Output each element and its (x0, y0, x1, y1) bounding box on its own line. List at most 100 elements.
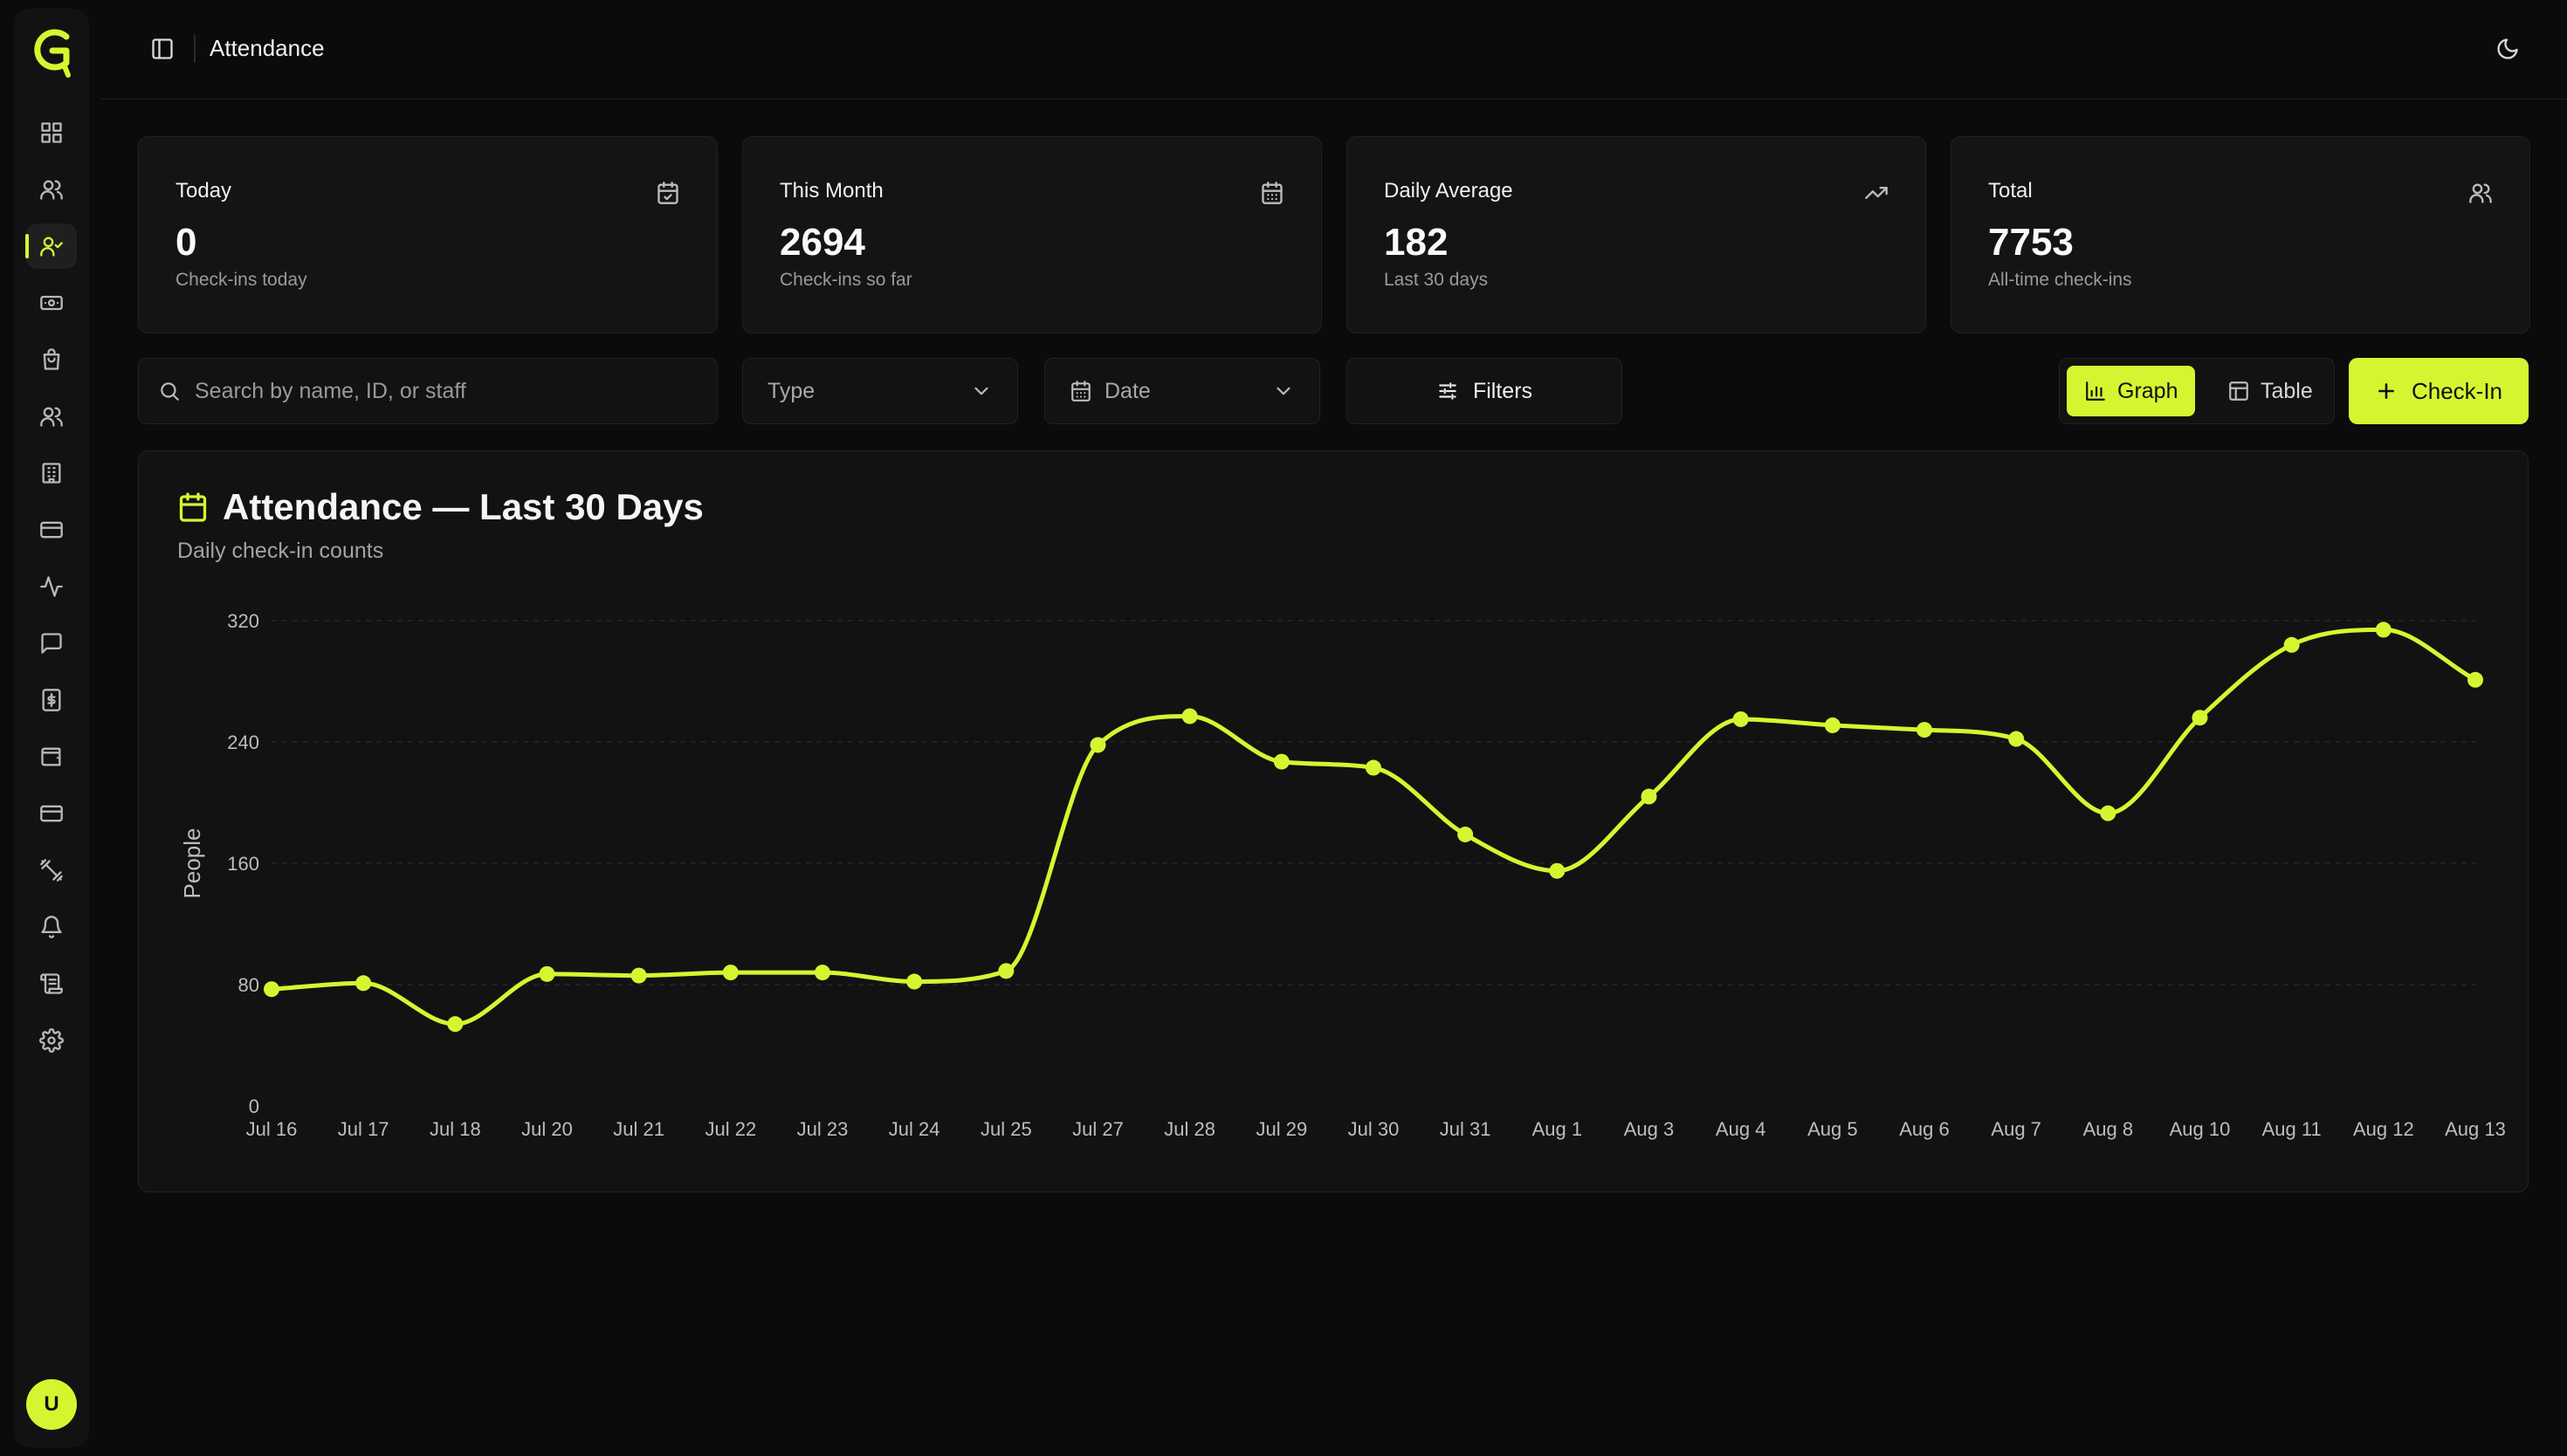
dashboard-icon (41, 122, 62, 143)
nav-settings[interactable] (26, 1018, 77, 1063)
panel-left-icon (152, 38, 173, 59)
stat-label: This Month (780, 179, 884, 203)
nav-memberships[interactable] (26, 507, 77, 553)
bar-chart-icon (2086, 381, 2105, 401)
users-icon (40, 180, 63, 200)
nav-attendance[interactable] (25, 223, 77, 269)
nav-billing[interactable] (26, 677, 77, 723)
credit-card-icon (40, 521, 63, 539)
filters-label: Filters (1472, 378, 1533, 403)
stat-value: 0 (175, 221, 197, 264)
nav-activity[interactable] (26, 564, 77, 609)
nav-wallet[interactable] (26, 734, 77, 780)
logo-icon[interactable] (30, 24, 73, 79)
x-tick-label: Aug 1 (1532, 1118, 1583, 1140)
building-icon (42, 463, 61, 484)
x-tick-label: Jul 17 (338, 1118, 389, 1140)
wallet-icon (41, 747, 61, 766)
nav-cards[interactable] (26, 791, 77, 836)
data-point[interactable] (1457, 826, 1474, 842)
page-title: Attendance (210, 35, 325, 61)
nav-equipment[interactable] (26, 848, 77, 893)
stat-value: 7753 (1988, 221, 2074, 264)
nav-notifications[interactable] (26, 904, 77, 950)
x-tick-label: Jul 31 (1440, 1118, 1491, 1140)
check-in-button[interactable]: Check-In (2349, 358, 2529, 424)
data-point[interactable] (1273, 753, 1290, 770)
y-tick-label: 240 (227, 731, 259, 753)
data-point[interactable] (539, 965, 555, 982)
nav-branches[interactable] (26, 450, 77, 496)
data-point[interactable] (2008, 731, 2025, 747)
x-tick-label: Aug 8 (2083, 1118, 2134, 1140)
x-tick-label: Aug 6 (1899, 1118, 1950, 1140)
search-icon (161, 382, 179, 401)
x-tick-label: Aug 10 (2170, 1118, 2231, 1140)
chevron-down-icon (974, 387, 988, 395)
y-tick-label: 0 (249, 1095, 259, 1117)
bell-icon (41, 916, 62, 938)
avatar[interactable]: U (26, 1379, 77, 1430)
data-point[interactable] (630, 967, 647, 984)
nav-shop[interactable] (26, 337, 77, 382)
data-point[interactable] (1090, 737, 1106, 753)
data-point[interactable] (1366, 759, 1381, 776)
calendar-icon (1071, 381, 1091, 402)
data-point[interactable] (1641, 788, 1657, 805)
data-point[interactable] (2283, 636, 2300, 653)
x-tick-label: Jul 27 (1072, 1118, 1124, 1140)
nav-members[interactable] (26, 167, 77, 212)
data-point[interactable] (1732, 711, 1749, 727)
type-select[interactable]: Type (742, 358, 1018, 424)
x-tick-label: Aug 5 (1807, 1118, 1858, 1140)
series-line (269, 627, 2478, 1027)
x-tick-label: Jul 30 (1348, 1118, 1400, 1140)
table-view-button[interactable]: Table (2210, 366, 2330, 416)
data-point[interactable] (2467, 671, 2483, 688)
stat-caption: Check-ins today (175, 270, 307, 290)
data-point[interactable] (906, 973, 923, 990)
data-point[interactable] (355, 975, 372, 992)
nav-dashboard[interactable] (26, 110, 77, 155)
stat-card-month: This Month 2694 Check-ins so far (742, 136, 1322, 333)
data-point[interactable] (264, 981, 279, 998)
calendar-icon (1260, 181, 1284, 205)
data-point[interactable] (1549, 862, 1566, 879)
data-point[interactable] (447, 1016, 464, 1033)
data-point[interactable] (998, 963, 1015, 979)
sidebar-toggle-button[interactable] (147, 33, 178, 65)
nav-payments[interactable] (26, 280, 77, 326)
x-tick-label: Aug 4 (1716, 1118, 1766, 1140)
graph-view-button[interactable]: Graph (2067, 366, 2196, 416)
x-tick-label: Jul 22 (705, 1118, 756, 1140)
calendar-check-icon (656, 181, 680, 205)
search-box[interactable] (138, 358, 718, 424)
filters-button[interactable]: Filters (1346, 358, 1622, 424)
check-in-label: Check-In (2411, 377, 2503, 404)
chart-subtitle: Daily check-in counts (177, 539, 384, 563)
search-input[interactable] (195, 378, 684, 404)
nav-messages[interactable] (26, 621, 77, 666)
stat-label: Daily Average (1384, 179, 1513, 203)
data-point[interactable] (2375, 622, 2392, 638)
stat-caption: All-time check-ins (1988, 270, 2132, 290)
data-point[interactable] (2192, 710, 2208, 726)
data-point[interactable] (815, 965, 830, 981)
x-tick-label: Jul 16 (246, 1118, 298, 1140)
data-point[interactable] (1824, 717, 1841, 733)
activity-icon (40, 576, 63, 597)
x-tick-label: Jul 23 (797, 1118, 849, 1140)
data-point[interactable] (1917, 722, 1932, 738)
group-icon (40, 407, 63, 427)
nav-staff[interactable] (26, 394, 77, 439)
settings-icon (39, 1028, 64, 1053)
theme-toggle-button[interactable] (2492, 33, 2523, 65)
data-point[interactable] (2100, 805, 2116, 821)
data-point[interactable] (722, 965, 739, 981)
shopping-bag-icon (43, 348, 60, 370)
stat-value: 182 (1384, 221, 1449, 264)
date-select[interactable]: Date (1044, 358, 1320, 424)
nav-logs[interactable] (26, 961, 77, 1006)
data-point[interactable] (1181, 708, 1198, 725)
sliders-icon (1439, 382, 1456, 400)
